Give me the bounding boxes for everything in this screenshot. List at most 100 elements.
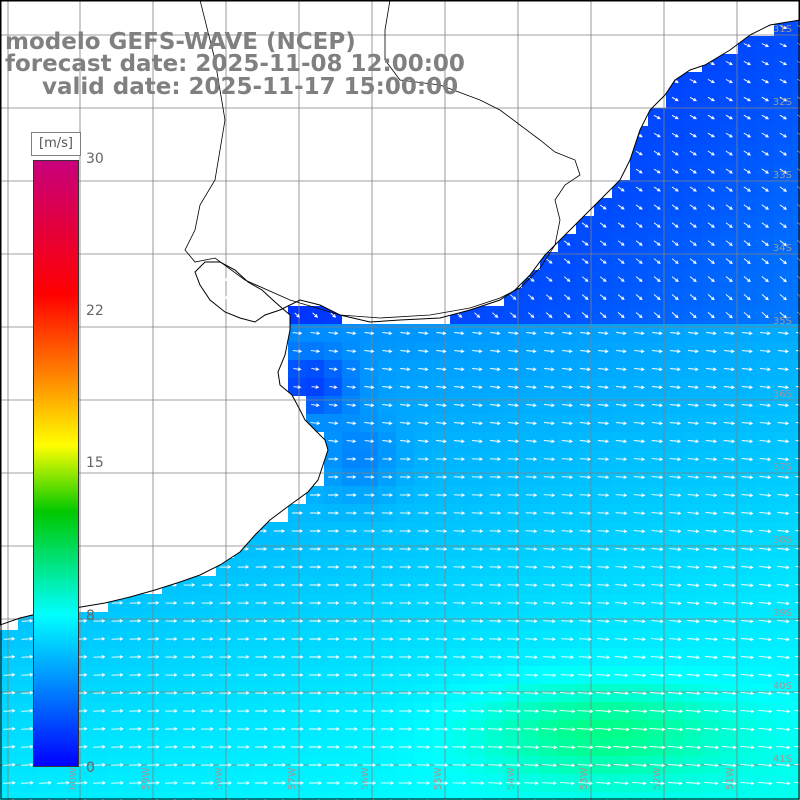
wind-arrow	[255, 601, 268, 605]
wind-arrow	[597, 601, 610, 606]
wind-arrow	[381, 583, 394, 587]
lat-label: 35S	[773, 316, 792, 327]
wind-arrow	[526, 403, 537, 408]
wind-cell	[792, 252, 800, 270]
wind-cell	[792, 666, 800, 684]
wind-arrow	[525, 565, 538, 570]
wind-arrow	[506, 781, 521, 786]
wind-arrow	[687, 493, 700, 498]
wind-arrow	[723, 403, 736, 408]
wind-arrow	[418, 349, 429, 354]
wind-arrow	[435, 457, 448, 461]
wind-arrow	[724, 349, 735, 354]
wind-arrow	[380, 745, 395, 749]
wind-arrow	[635, 276, 643, 283]
border-line	[184, 0, 581, 319]
wind-arrow	[204, 276, 210, 282]
wind-arrow	[615, 421, 628, 426]
wind-arrow	[309, 619, 322, 623]
wind-arrow	[669, 547, 682, 552]
wind-arrow	[111, 655, 124, 659]
wind-arrow	[382, 367, 393, 372]
wind-arrow	[740, 655, 755, 660]
wind-arrow	[525, 493, 538, 497]
wind-arrow	[685, 709, 702, 714]
wind-arrow	[237, 745, 250, 749]
wind-cell	[792, 324, 800, 342]
wind-arrow	[471, 493, 484, 497]
wind-arrow	[632, 673, 647, 678]
wind-arrow	[346, 367, 357, 372]
wind-arrow	[559, 709, 576, 714]
wind-arrow	[743, 60, 752, 66]
wind-arrow	[743, 168, 752, 174]
wind-arrow	[417, 673, 430, 677]
wind-arrow	[669, 601, 682, 606]
wind-arrow	[472, 331, 483, 336]
wind-arrow	[561, 421, 573, 426]
wind-arrow	[111, 601, 124, 605]
wind-arrow	[633, 439, 646, 444]
wind-arrow	[633, 601, 646, 606]
wind-arrow	[308, 763, 323, 767]
wind-arrow	[237, 709, 250, 713]
wind-arrow	[779, 60, 788, 66]
wind-arrow	[382, 331, 393, 336]
wind-arrow	[435, 601, 448, 605]
wind-arrow	[327, 655, 340, 659]
wind-arrow	[614, 781, 629, 786]
wind-arrow	[201, 709, 214, 713]
wind-arrow	[525, 511, 538, 515]
wind-arrow	[725, 276, 733, 283]
wind-arrow	[436, 385, 447, 390]
wind-arrow	[669, 385, 681, 390]
lat-label: 38S	[773, 535, 792, 546]
wind-arrow	[525, 601, 538, 606]
lon-label: 60W	[68, 767, 79, 790]
wind-arrow	[559, 763, 576, 768]
wind-arrow	[273, 673, 286, 677]
wind-arrow	[577, 727, 594, 732]
wind-arrow	[201, 691, 214, 695]
wind-arrow	[507, 565, 520, 569]
wind-arrow	[689, 204, 697, 210]
wind-arrow	[559, 727, 576, 732]
wind-arrow	[759, 421, 772, 426]
wind-arrow	[723, 547, 736, 552]
wind-arrow	[418, 331, 429, 336]
wind-arrow	[561, 637, 574, 642]
wind-arrow	[759, 457, 772, 462]
wind-arrow	[687, 439, 700, 444]
wind-arrow	[795, 565, 800, 568]
wind-arrow	[292, 331, 303, 336]
wind-arrow	[454, 349, 465, 354]
wind-arrow	[669, 511, 682, 516]
wind-arrow	[489, 637, 502, 641]
wind-arrow	[364, 475, 375, 479]
wind-arrow	[345, 601, 358, 605]
wind-arrow	[597, 421, 610, 426]
wind-arrow	[761, 150, 770, 156]
wind-arrow	[779, 258, 787, 265]
wind-arrow	[489, 565, 502, 569]
wind-arrow	[707, 61, 715, 66]
wind-arrow	[580, 331, 591, 336]
wind-arrow	[705, 475, 718, 480]
wind-arrow	[328, 421, 339, 426]
wind-arrow	[761, 60, 770, 66]
wind-arrow	[651, 529, 664, 534]
wind-arrow	[758, 709, 773, 714]
wind-cell	[792, 90, 800, 108]
wind-arrow	[344, 763, 359, 767]
wind-arrow	[21, 618, 34, 623]
wind-cell	[396, 792, 414, 800]
wind-arrow	[129, 601, 142, 605]
wind-arrow	[671, 222, 679, 228]
wind-arrow	[328, 349, 339, 354]
wind-arrow	[398, 727, 413, 731]
wind-arrow	[669, 637, 682, 642]
wind-arrow	[649, 709, 666, 714]
wind-arrow	[776, 781, 791, 786]
wind-arrow	[453, 655, 466, 659]
